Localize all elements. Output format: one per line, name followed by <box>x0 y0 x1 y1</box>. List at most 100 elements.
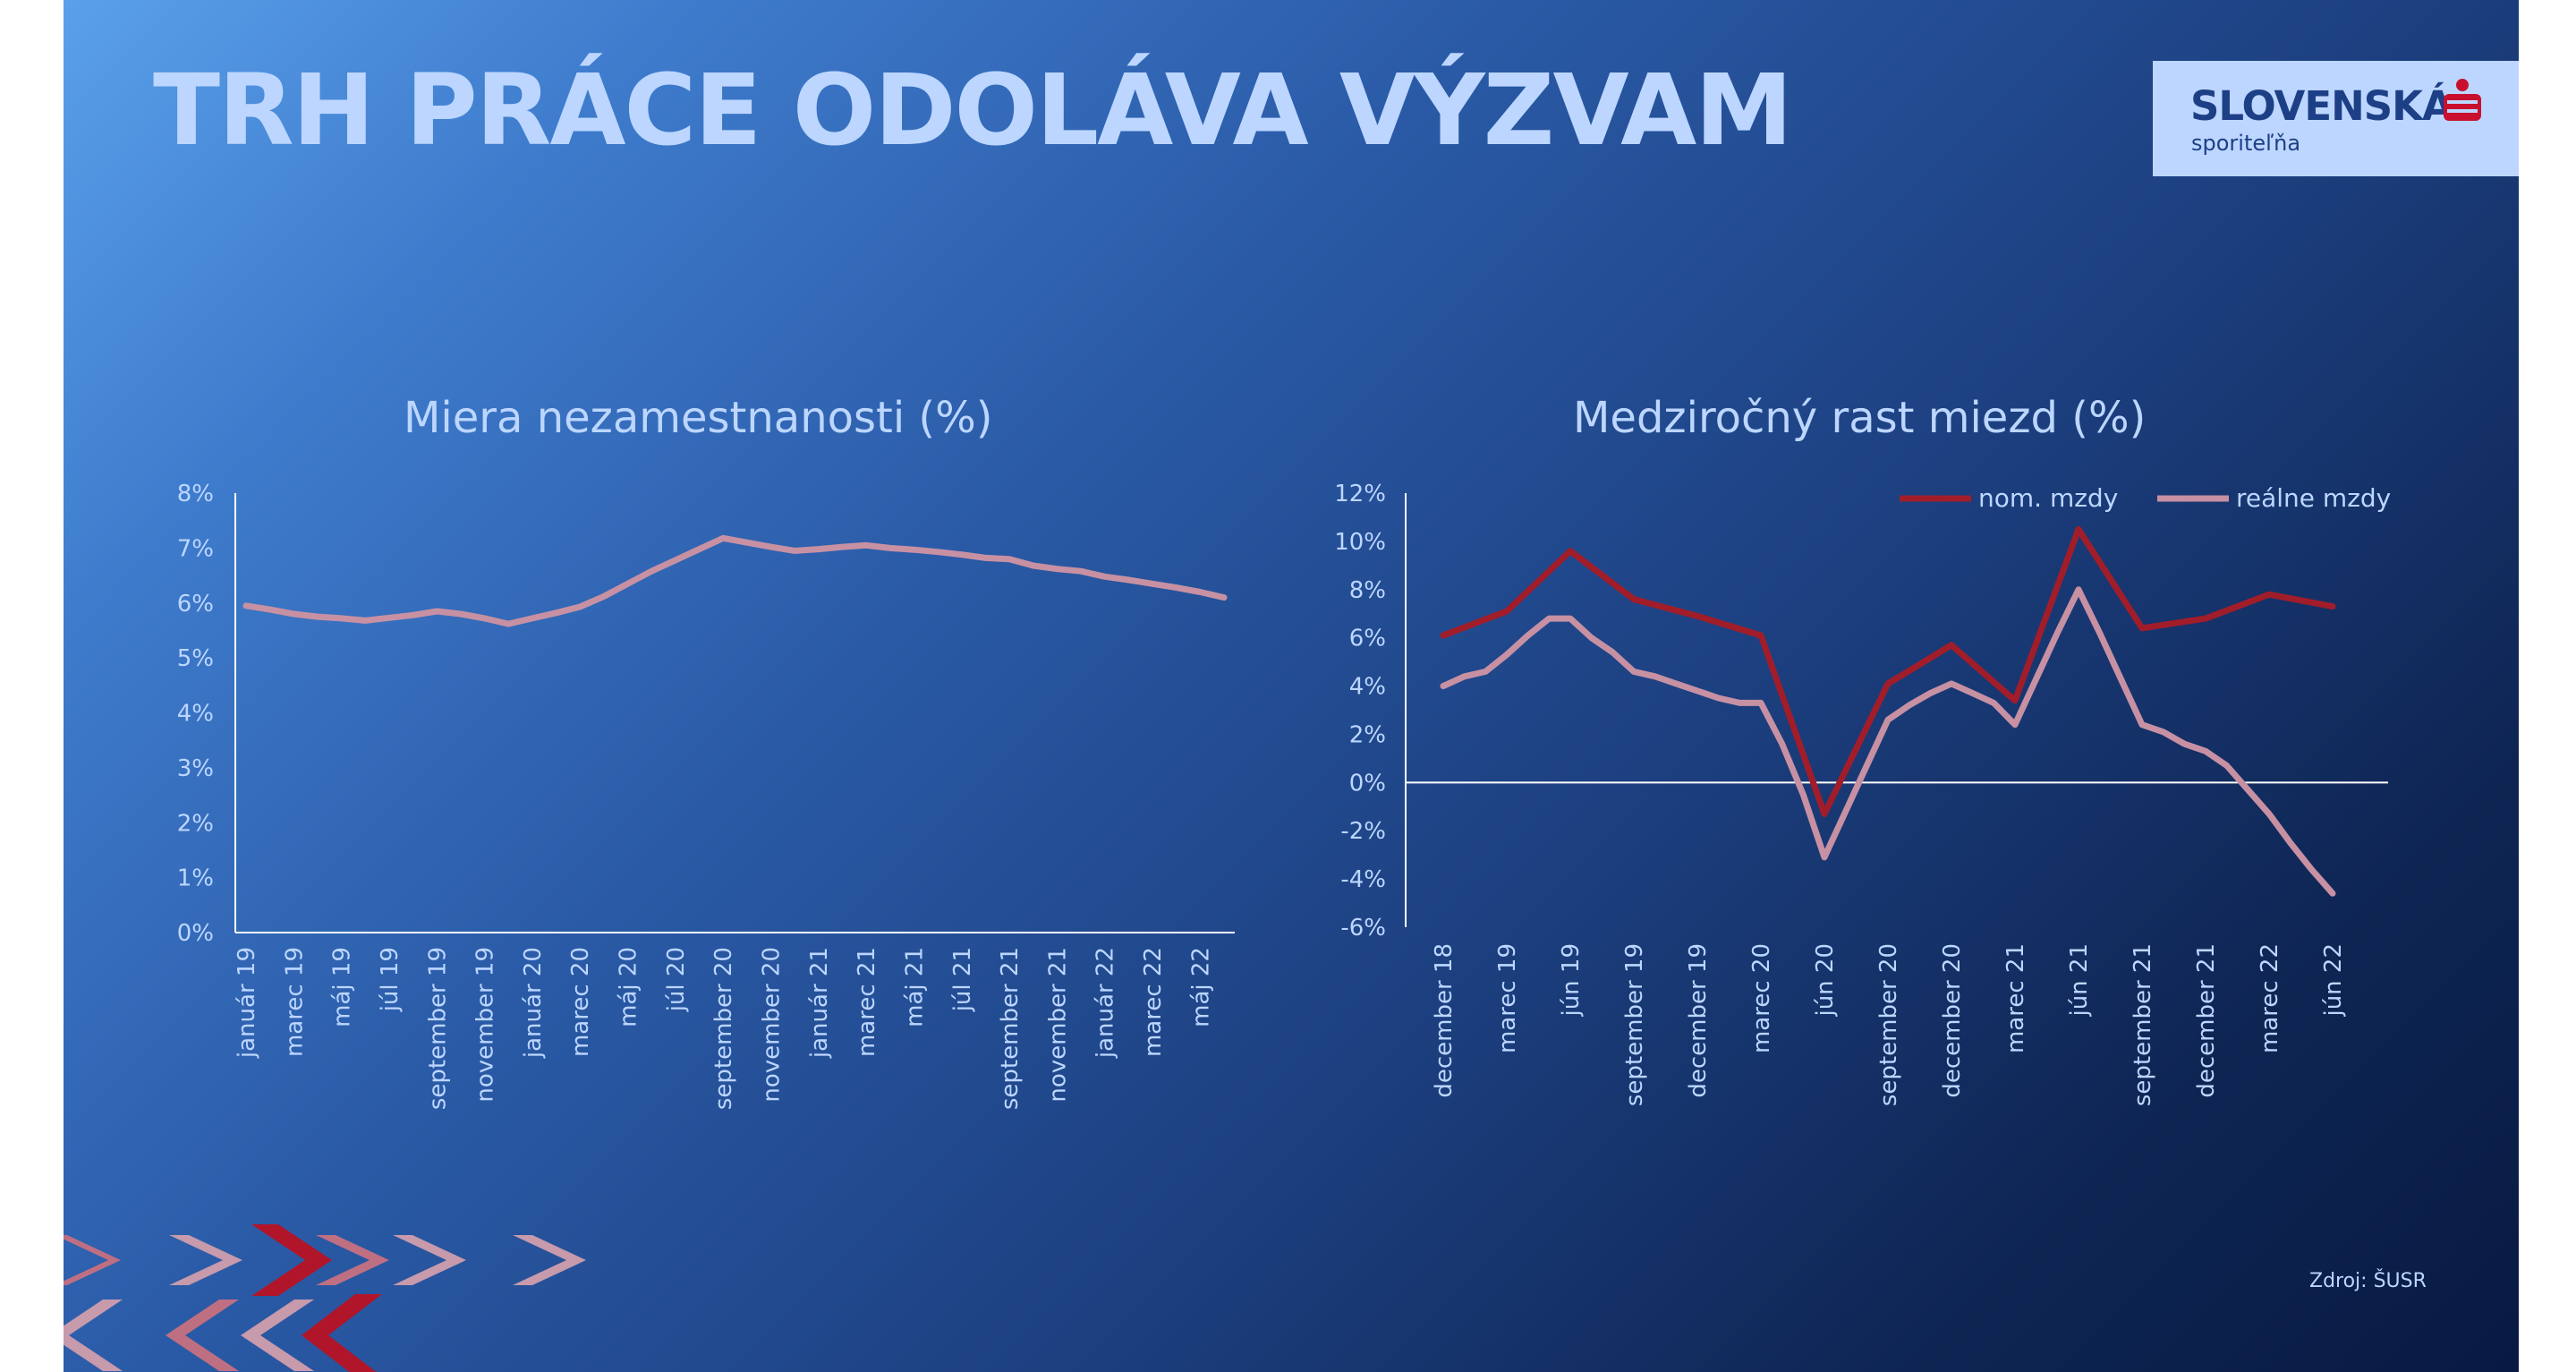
data-point <box>1886 718 1890 721</box>
y-tick-label: 2% <box>1349 721 1386 748</box>
data-point <box>1505 609 1509 613</box>
wage-growth-chart: -6% -4% -2% 0% 2% 4% 6% 8% 10% 12% december 18 mare… <box>1334 481 2391 1106</box>
data-point <box>268 608 272 611</box>
data-point <box>1484 669 1487 673</box>
chevron-left-icon <box>166 1300 239 1371</box>
logo-name: SLOVENSKÁ <box>2190 82 2453 130</box>
data-point <box>1823 856 1826 859</box>
data-point <box>506 622 510 626</box>
slide-title: TRH PRÁCE ODOLÁVA VÝZVAM <box>153 53 1793 167</box>
y-tick-label: 8% <box>1349 577 1386 604</box>
data-point <box>1738 701 1741 704</box>
data-point <box>2204 617 2207 620</box>
data-point <box>2077 527 2080 531</box>
data-point <box>1759 634 1763 637</box>
data-point <box>2204 749 2207 753</box>
data-point <box>1865 763 1868 767</box>
data-point <box>412 613 415 617</box>
data-point <box>1696 614 1699 618</box>
x-tick-label: jún 19 <box>1558 943 1585 1018</box>
x-tick-label: január 22 <box>1092 947 1119 1059</box>
y-tick-label: 7% <box>177 535 214 562</box>
data-point <box>960 553 964 557</box>
x-tick-label: jún 20 <box>1812 943 1839 1018</box>
chevron-right-icon <box>169 1235 242 1285</box>
chevron-right-icon <box>513 1235 586 1285</box>
x-tick-label: september 19 <box>1621 943 1648 1106</box>
y-tick-label: -2% <box>1340 818 1386 845</box>
y-tick-label: 10% <box>1334 529 1386 556</box>
x-tick-label: marec 22 <box>2257 943 2283 1053</box>
data-point <box>793 549 796 552</box>
data-point <box>626 582 630 585</box>
x-tick-label: december 21 <box>2193 943 2220 1098</box>
x-tick-label: september 20 <box>1875 943 1902 1106</box>
data-point <box>292 612 295 616</box>
x-tick-label: máj 22 <box>1187 947 1214 1027</box>
data-point <box>1781 742 1784 746</box>
x-tick-label: marec 19 <box>281 947 308 1057</box>
data-point <box>1717 696 1721 700</box>
data-point <box>2267 592 2271 596</box>
data-point <box>1801 793 1805 797</box>
data-point <box>602 594 606 598</box>
data-point <box>1590 636 1594 640</box>
data-point <box>1547 617 1551 620</box>
data-point <box>2119 677 2122 680</box>
y-tick-label: -6% <box>1340 915 1386 942</box>
x-tick-label: január 19 <box>234 947 260 1059</box>
y-tick-label: 0% <box>177 920 214 947</box>
data-point <box>674 558 677 562</box>
series-line-realne-mzdy <box>1440 586 2336 897</box>
data-point <box>2331 605 2334 609</box>
data-point <box>1886 682 1890 686</box>
x-tick-label: júl 21 <box>949 947 976 1012</box>
x-tick-label: január 20 <box>520 947 547 1059</box>
data-point <box>864 543 868 547</box>
x-tick-label: máj 19 <box>329 947 356 1027</box>
y-tick-label: -4% <box>1340 866 1386 893</box>
unemployment-line <box>242 534 1228 627</box>
data-point <box>1971 692 1975 695</box>
data-point <box>1198 590 1202 593</box>
x-tick-label: december 20 <box>1939 943 1966 1098</box>
data-point <box>483 617 487 620</box>
data-point <box>1823 812 1826 815</box>
data-point <box>531 617 534 620</box>
data-point <box>1844 810 1848 814</box>
data-point <box>2289 841 2292 845</box>
chevron-right-icon <box>393 1235 466 1285</box>
data-point <box>1126 578 1130 582</box>
data-point <box>1632 598 1636 601</box>
data-point <box>1055 567 1058 571</box>
data-point <box>840 545 844 549</box>
y-tick-label: 12% <box>1334 481 1386 507</box>
data-point <box>387 616 391 619</box>
wage-chart-title: Medziročný rast miezd (%) <box>1573 393 2147 443</box>
data-point <box>363 618 367 622</box>
data-point <box>435 609 438 613</box>
data-point <box>1103 575 1107 578</box>
data-point <box>698 548 701 551</box>
data-point <box>1950 682 1953 686</box>
data-point <box>1222 596 1226 600</box>
data-point <box>1151 582 1154 585</box>
chevron-left-icon <box>64 1300 123 1371</box>
chevron-right-icon <box>251 1224 332 1296</box>
y-tick-label: 5% <box>177 645 214 672</box>
data-point <box>1569 550 1572 553</box>
chevron-left-icon <box>302 1294 382 1372</box>
y-tick-label: 3% <box>177 755 214 782</box>
x-tick-label: november 21 <box>1044 947 1071 1103</box>
data-point <box>1611 651 1614 654</box>
data-point <box>1950 643 1953 647</box>
y-tick-label: 1% <box>177 865 214 892</box>
data-point <box>578 605 582 609</box>
data-point <box>1992 701 1995 704</box>
y-tick-label: 4% <box>1349 674 1386 701</box>
x-tick-label: jún 22 <box>2320 943 2347 1018</box>
data-point <box>888 546 892 550</box>
data-point <box>1441 634 1445 637</box>
x-tick-label: máj 20 <box>616 947 642 1027</box>
data-point <box>2331 891 2334 895</box>
